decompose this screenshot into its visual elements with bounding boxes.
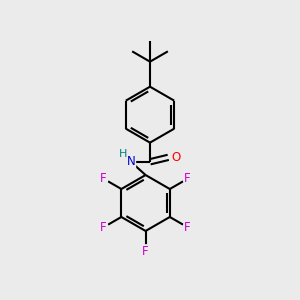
Text: F: F bbox=[100, 221, 107, 234]
Text: O: O bbox=[171, 151, 180, 164]
Text: F: F bbox=[142, 245, 149, 258]
Text: F: F bbox=[184, 172, 191, 185]
Text: N: N bbox=[127, 155, 135, 168]
Text: F: F bbox=[100, 172, 107, 185]
Text: H: H bbox=[118, 149, 127, 159]
Text: F: F bbox=[184, 221, 191, 234]
